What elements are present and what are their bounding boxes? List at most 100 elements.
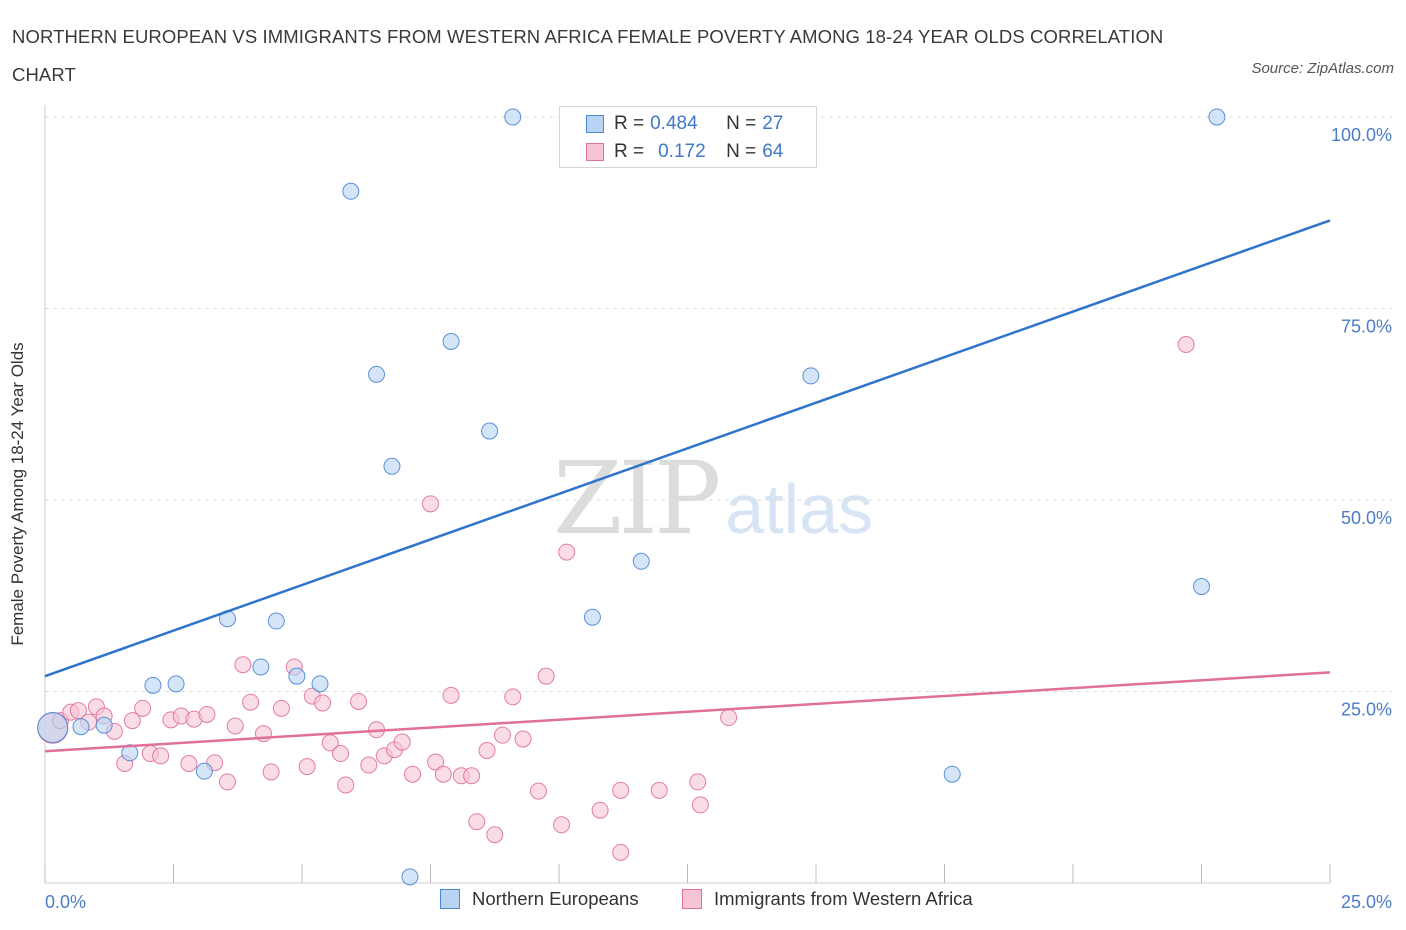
- n-value: 64: [762, 141, 784, 162]
- r-label: R =: [614, 113, 645, 134]
- point-western-africa: [650, 781, 668, 799]
- point-western-africa: [591, 801, 609, 819]
- point-western-africa: [262, 763, 280, 781]
- watermark: ZIP atlas: [553, 440, 873, 557]
- point-northern-europeans: [72, 718, 90, 736]
- x-tick-label: 0.0%: [45, 892, 86, 912]
- point-western-africa: [468, 813, 486, 831]
- point-western-africa: [434, 765, 452, 783]
- point-northern-europeans: [401, 868, 419, 886]
- point-northern-europeans: [583, 608, 601, 626]
- point-western-africa: [350, 692, 368, 710]
- trend-line-western-africa: [44, 671, 1331, 753]
- r-value: 0.484: [650, 113, 698, 134]
- point-western-africa: [226, 717, 244, 735]
- series-legend: Northern Europeans Immigrants from Weste…: [0, 888, 1406, 916]
- point-western-africa: [234, 656, 252, 674]
- point-northern-europeans: [144, 676, 162, 694]
- legend-item-northern-europeans: Northern Europeans: [440, 888, 639, 910]
- point-western-africa: [393, 733, 411, 751]
- point-western-africa: [514, 730, 532, 748]
- point-western-africa: [537, 667, 555, 685]
- point-western-africa: [180, 755, 198, 773]
- legend-swatch-blue: [440, 889, 460, 909]
- point-western-africa: [218, 773, 236, 791]
- point-northern-europeans: [37, 712, 69, 744]
- point-northern-europeans: [368, 365, 386, 383]
- point-western-africa: [272, 699, 290, 717]
- source-note: Source: ZipAtlas.com: [1251, 60, 1394, 77]
- point-northern-europeans: [504, 108, 522, 126]
- y-tick-label: 50.0%: [1341, 508, 1392, 528]
- point-northern-europeans: [252, 658, 270, 676]
- point-western-africa: [152, 747, 170, 765]
- point-western-africa: [612, 843, 630, 861]
- n-value: 27: [762, 113, 784, 134]
- watermark-zip: ZIP: [553, 440, 721, 557]
- point-western-africa: [422, 495, 439, 513]
- point-western-africa: [442, 686, 460, 704]
- gridlines: [45, 116, 1392, 692]
- legend-label: Northern Europeans: [472, 888, 639, 909]
- point-western-africa: [720, 709, 738, 727]
- y-tick-label: 100.0%: [1331, 125, 1392, 145]
- point-western-africa: [529, 782, 547, 800]
- point-western-africa: [558, 543, 576, 561]
- point-western-africa: [427, 753, 445, 771]
- point-western-africa: [198, 705, 216, 723]
- stats-row-western-africa: R = 0.172 N = 64: [586, 139, 783, 165]
- point-northern-europeans: [342, 182, 360, 200]
- axes: [44, 105, 1331, 884]
- point-western-africa: [337, 776, 355, 794]
- point-western-africa: [123, 712, 141, 730]
- point-western-africa: [612, 781, 630, 799]
- point-northern-europeans: [195, 762, 213, 780]
- r-value: 0.172: [658, 141, 706, 162]
- y-tick-label: 75.0%: [1341, 317, 1392, 337]
- chart-title: NORTHERN EUROPEAN VS IMMIGRANTS FROM WES…: [12, 26, 1164, 85]
- point-northern-europeans: [288, 667, 306, 685]
- stats-row-northern: R = 0.484 N = 27: [586, 111, 783, 137]
- point-western-africa: [314, 694, 332, 712]
- point-western-africa: [493, 726, 511, 744]
- stats-legend: R = 0.484 N = 27 R = 0.172 N = 64: [559, 106, 817, 168]
- point-western-africa: [504, 688, 522, 706]
- legend-swatch-blue: [586, 115, 604, 133]
- point-northern-europeans: [481, 422, 499, 440]
- point-northern-europeans: [632, 552, 650, 570]
- point-western-africa: [486, 826, 504, 844]
- y-tick-label: 25.0%: [1341, 700, 1392, 720]
- point-western-africa: [332, 745, 350, 763]
- point-northern-europeans: [121, 744, 139, 762]
- point-northern-europeans: [311, 675, 329, 693]
- point-northern-europeans: [1208, 108, 1226, 126]
- legend-item-western-africa: Immigrants from Western Africa: [682, 888, 973, 910]
- point-northern-europeans: [943, 765, 961, 783]
- legend-swatch-pink: [586, 143, 604, 161]
- point-western-africa: [478, 741, 496, 759]
- data-points: [37, 108, 1226, 886]
- legend-swatch-pink: [682, 889, 702, 909]
- n-label: N =: [726, 141, 757, 162]
- point-northern-europeans: [383, 457, 401, 475]
- point-western-africa: [242, 693, 260, 711]
- point-western-africa: [689, 773, 707, 791]
- point-western-africa: [553, 816, 571, 834]
- point-northern-europeans: [442, 332, 460, 350]
- trend-line-northern-europeans: [44, 219, 1331, 678]
- tick-labels: 100.0% 75.0% 50.0% 25.0% 0.0% 25.0%: [45, 125, 1392, 912]
- r-label: R =: [614, 141, 645, 162]
- point-western-africa: [134, 699, 152, 717]
- watermark-atlas: atlas: [725, 470, 874, 548]
- point-western-africa: [463, 767, 481, 785]
- point-western-africa: [298, 758, 316, 776]
- point-northern-europeans: [267, 612, 285, 630]
- point-western-africa: [691, 796, 709, 814]
- point-western-africa: [1177, 336, 1195, 354]
- point-northern-europeans: [802, 367, 820, 385]
- point-western-africa: [360, 756, 378, 774]
- trend-lines: [44, 219, 1331, 753]
- point-northern-europeans: [167, 675, 185, 693]
- point-western-africa: [404, 765, 422, 783]
